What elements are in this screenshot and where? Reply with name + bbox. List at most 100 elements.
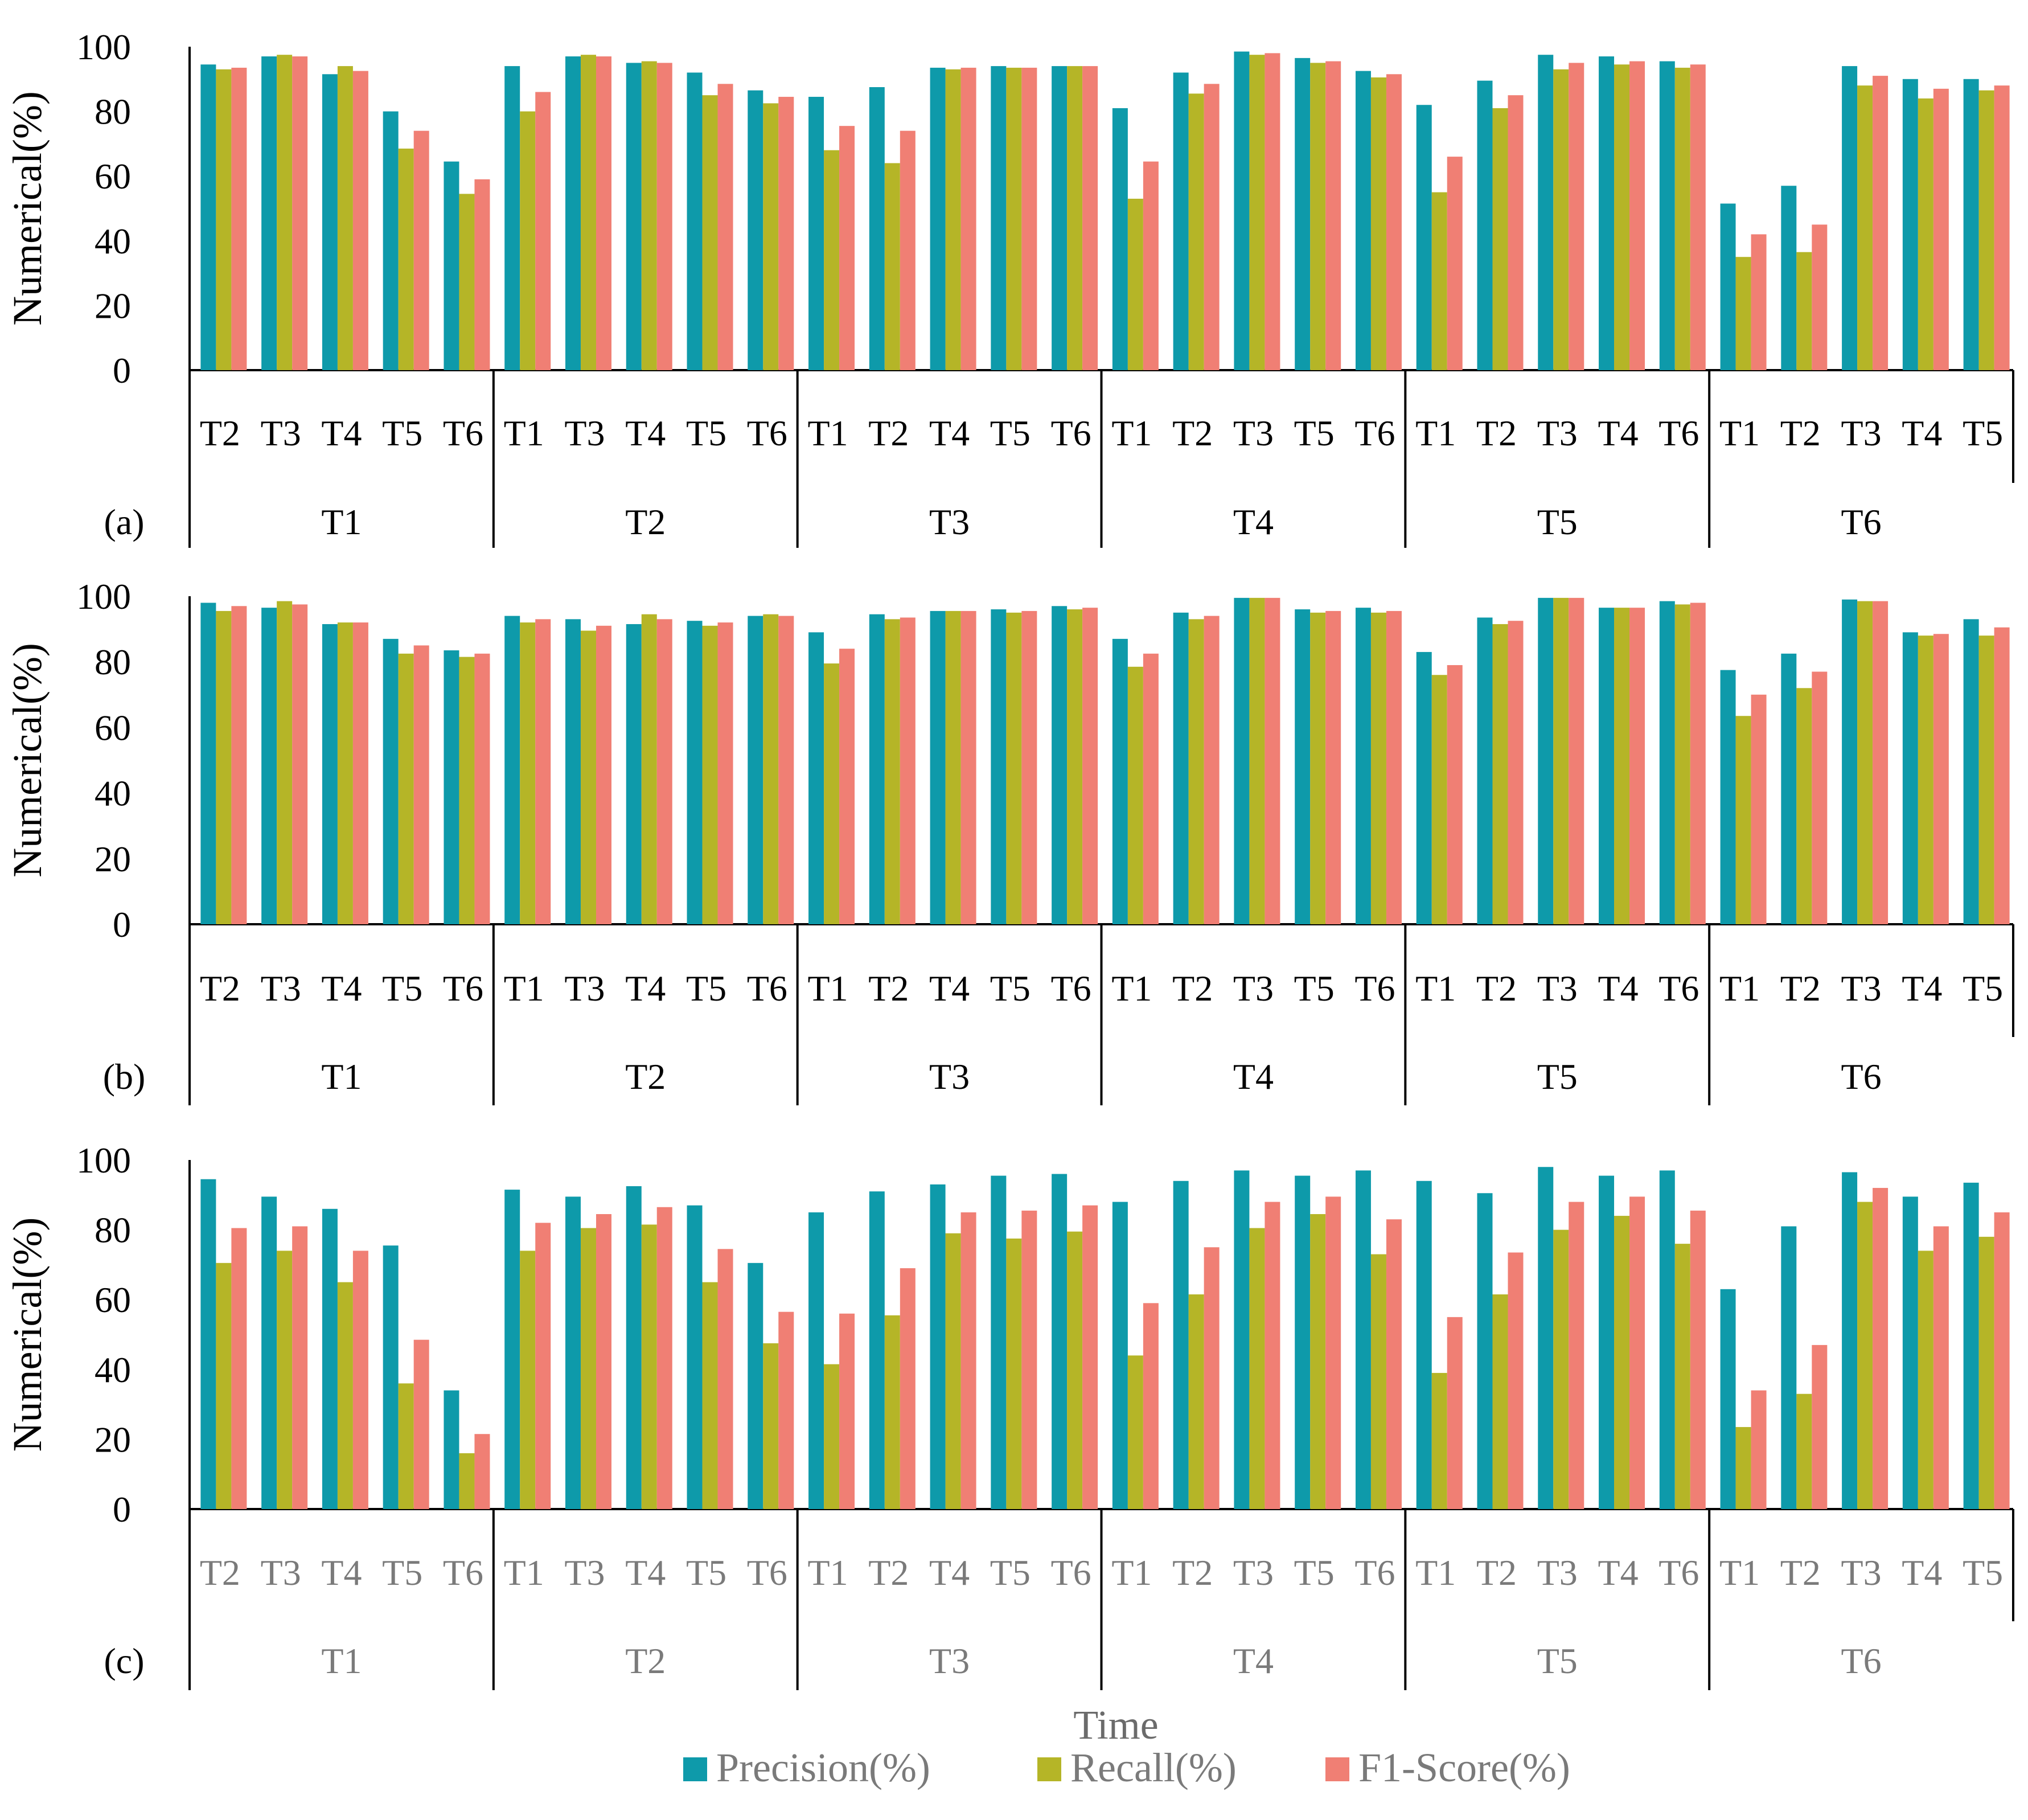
bar-recall[interactable] <box>1614 1216 1630 1509</box>
bar-recall[interactable] <box>1735 716 1751 924</box>
bar-recall[interactable] <box>520 622 536 924</box>
bar-f1-score[interactable] <box>1021 1210 1037 1509</box>
bar-recall[interactable] <box>398 148 414 370</box>
bar-recall[interactable] <box>1310 63 1326 370</box>
bar-precision[interactable] <box>1295 58 1311 370</box>
bar-precision[interactable] <box>1659 601 1675 924</box>
bar-precision[interactable] <box>1477 1193 1493 1509</box>
bar-f1-score[interactable] <box>474 1434 490 1509</box>
bar-recall[interactable] <box>1918 98 1933 370</box>
bar-f1-score[interactable] <box>352 622 368 924</box>
bar-f1-score[interactable] <box>1508 621 1524 924</box>
bar-f1-score[interactable] <box>839 649 855 924</box>
bar-recall[interactable] <box>1674 1244 1690 1509</box>
bar-precision[interactable] <box>504 1190 520 1509</box>
bar-recall[interactable] <box>1614 608 1630 924</box>
bar-f1-score[interactable] <box>900 1268 916 1509</box>
bar-f1-score[interactable] <box>960 610 976 924</box>
bar-recall[interactable] <box>641 61 657 370</box>
bar-recall[interactable] <box>1918 636 1933 924</box>
bar-precision[interactable] <box>1720 1289 1736 1509</box>
bar-recall[interactable] <box>1796 1393 1812 1509</box>
bar-f1-score[interactable] <box>1447 157 1463 370</box>
bar-f1-score[interactable] <box>474 179 490 370</box>
bar-f1-score[interactable] <box>1204 1247 1220 1509</box>
bar-recall[interactable] <box>1370 77 1386 370</box>
bar-f1-score[interactable] <box>413 130 429 370</box>
bar-precision[interactable] <box>1477 617 1493 924</box>
bar-f1-score[interactable] <box>1386 74 1402 370</box>
bar-precision[interactable] <box>1052 1174 1068 1509</box>
bar-recall[interactable] <box>277 601 293 924</box>
bar-f1-score[interactable] <box>1629 608 1645 924</box>
bar-f1-score[interactable] <box>231 1228 247 1509</box>
bar-precision[interactable] <box>1112 108 1128 371</box>
bar-precision[interactable] <box>1720 203 1736 370</box>
bar-f1-score[interactable] <box>1569 63 1584 370</box>
bar-recall[interactable] <box>1614 64 1630 371</box>
bar-precision[interactable] <box>444 1390 459 1509</box>
bar-recall[interactable] <box>1553 597 1569 924</box>
bar-recall[interactable] <box>945 610 961 924</box>
bar-f1-score[interactable] <box>717 622 733 924</box>
bar-f1-score[interactable] <box>1325 1196 1341 1509</box>
bar-recall[interactable] <box>398 1383 414 1509</box>
bar-f1-score[interactable] <box>900 617 916 924</box>
bar-recall[interactable] <box>216 1262 232 1509</box>
bar-recall[interactable] <box>580 1228 596 1509</box>
bar-precision[interactable] <box>1295 1175 1311 1509</box>
bar-f1-score[interactable] <box>1873 76 1889 370</box>
bar-recall[interactable] <box>824 1364 840 1509</box>
bar-precision[interactable] <box>322 1208 338 1509</box>
bar-recall[interactable] <box>580 630 596 924</box>
bar-recall[interactable] <box>763 1343 779 1509</box>
bar-f1-score[interactable] <box>960 1212 976 1509</box>
bar-precision[interactable] <box>1963 1182 1979 1509</box>
bar-recall[interactable] <box>1310 612 1326 924</box>
bar-recall[interactable] <box>641 1224 657 1509</box>
bar-recall[interactable] <box>1431 192 1447 370</box>
bar-recall[interactable] <box>1857 601 1873 924</box>
bar-recall[interactable] <box>520 1251 536 1509</box>
bar-recall[interactable] <box>702 95 718 370</box>
bar-f1-score[interactable] <box>1873 601 1889 924</box>
bar-precision[interactable] <box>1052 66 1068 370</box>
bar-precision[interactable] <box>1963 619 1979 924</box>
bar-f1-score[interactable] <box>1933 1226 1949 1509</box>
bar-f1-score[interactable] <box>1325 61 1341 370</box>
bar-f1-score[interactable] <box>839 126 855 370</box>
bar-f1-score[interactable] <box>292 604 308 924</box>
bar-precision[interactable] <box>626 1186 642 1509</box>
bar-f1-score[interactable] <box>535 1223 551 1509</box>
bar-precision[interactable] <box>869 1191 885 1509</box>
bar-precision[interactable] <box>565 619 581 924</box>
bar-recall[interactable] <box>1492 108 1508 371</box>
bar-f1-score[interactable] <box>778 1311 794 1509</box>
bar-recall[interactable] <box>884 619 900 924</box>
bar-f1-score[interactable] <box>1751 234 1767 370</box>
bar-precision[interactable] <box>1659 61 1675 370</box>
bar-precision[interactable] <box>687 621 703 924</box>
bar-precision[interactable] <box>1052 606 1068 924</box>
bar-f1-score[interactable] <box>960 67 976 371</box>
bar-f1-score[interactable] <box>231 67 247 371</box>
bar-f1-score[interactable] <box>1569 1202 1584 1509</box>
bar-f1-score[interactable] <box>1629 61 1645 370</box>
bar-recall[interactable] <box>945 69 961 370</box>
legend-item-recall[interactable]: Recall(%) <box>1037 1745 1237 1790</box>
bar-f1-score[interactable] <box>1994 85 2010 370</box>
bar-f1-score[interactable] <box>1143 653 1159 924</box>
bar-recall[interactable] <box>1188 619 1204 924</box>
bar-f1-score[interactable] <box>474 653 490 924</box>
bar-precision[interactable] <box>444 161 459 370</box>
bar-recall[interactable] <box>1310 1214 1326 1509</box>
bar-precision[interactable] <box>869 614 885 924</box>
bar-recall[interactable] <box>1249 55 1265 370</box>
bar-recall[interactable] <box>1735 1427 1751 1509</box>
bar-recall[interactable] <box>337 66 353 370</box>
bar-recall[interactable] <box>1492 1294 1508 1509</box>
bar-recall[interactable] <box>1553 1229 1569 1509</box>
bar-f1-score[interactable] <box>1812 224 1828 370</box>
bar-recall[interactable] <box>1067 609 1083 924</box>
bar-precision[interactable] <box>1416 105 1432 371</box>
